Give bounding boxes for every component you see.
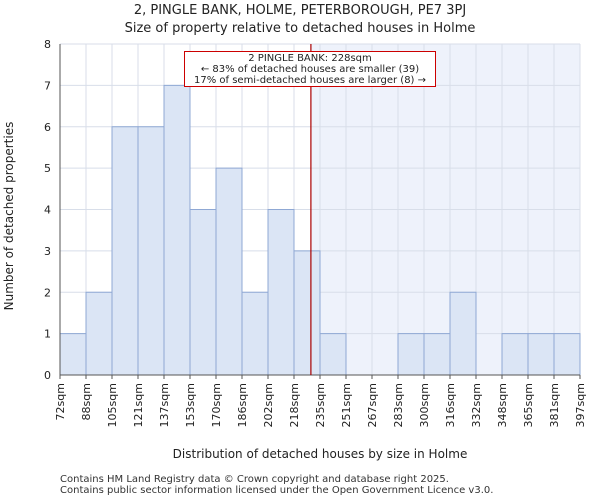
x-tick-label: 397sqm (574, 383, 587, 427)
x-tick-label: 235sqm (314, 383, 327, 427)
annotation-line-property: 2 PINGLE BANK: 228sqm (248, 53, 372, 64)
footer-licence: Contains public sector information licen… (60, 485, 494, 496)
x-tick-label: 267sqm (366, 383, 379, 427)
y-tick-label: 2 (44, 286, 51, 299)
x-tick-label: 170sqm (210, 383, 223, 427)
histogram-bar (85, 291, 113, 376)
x-tick-label: 365sqm (522, 383, 535, 427)
x-tick-label: 381sqm (548, 383, 561, 427)
annotation-line-smaller: ← 83% of detached houses are smaller (39… (200, 64, 420, 75)
x-tick-label: 186sqm (236, 383, 249, 427)
histogram-bar (59, 333, 87, 376)
x-tick-label: 218sqm (288, 383, 301, 427)
y-axis-label: Number of detached properties (2, 122, 16, 311)
y-tick-label: 5 (44, 162, 51, 175)
x-tick-label: 88sqm (80, 383, 93, 420)
histogram-bar (267, 209, 295, 376)
histogram-bar (293, 250, 321, 376)
x-tick-label: 251sqm (340, 383, 353, 427)
y-tick-label: 3 (44, 245, 51, 258)
x-tick-label: 153sqm (184, 383, 197, 427)
x-tick-label: 300sqm (418, 383, 431, 427)
x-tick-label: 332sqm (470, 383, 483, 427)
histogram-bar (189, 209, 217, 376)
histogram-bar (397, 333, 425, 376)
y-tick-label: 0 (44, 369, 51, 382)
histogram-bar (241, 291, 269, 376)
y-tick-label: 4 (44, 204, 51, 217)
histogram-bar (163, 84, 191, 376)
y-tick-label: 7 (44, 79, 51, 92)
x-tick-label: 72sqm (54, 383, 67, 420)
property-annotation: 2 PINGLE BANK: 228sqm ← 83% of detached … (184, 51, 436, 87)
histogram-bar (319, 333, 347, 376)
x-tick-label: 137sqm (158, 383, 171, 427)
chart-subtitle: Size of property relative to detached ho… (124, 21, 476, 36)
histogram-bar (553, 333, 581, 376)
x-tick-label: 121sqm (132, 383, 145, 427)
y-tick-label: 6 (44, 121, 51, 134)
histogram-bar (527, 333, 555, 376)
footer-copyright: Contains HM Land Registry data © Crown c… (60, 474, 449, 485)
histogram-bar (215, 167, 243, 376)
x-tick-label: 348sqm (496, 383, 509, 427)
y-tick-label: 8 (44, 38, 51, 51)
chart-title: 2, PINGLE BANK, HOLME, PETERBOROUGH, PE7… (133, 3, 467, 18)
histogram-bar (423, 333, 451, 376)
histogram-bar (137, 126, 165, 376)
x-axis-label: Distribution of detached houses by size … (173, 447, 468, 461)
histogram-bar (111, 126, 139, 376)
y-tick-label: 1 (44, 328, 51, 341)
x-tick-label: 316sqm (444, 383, 457, 427)
histogram-bar (501, 333, 529, 376)
x-tick-label: 283sqm (392, 383, 405, 427)
histogram-bar (449, 291, 477, 376)
annotation-line-larger: 17% of semi-detached houses are larger (… (193, 75, 427, 86)
x-tick-label: 202sqm (262, 383, 275, 427)
x-tick-label: 105sqm (106, 383, 119, 427)
